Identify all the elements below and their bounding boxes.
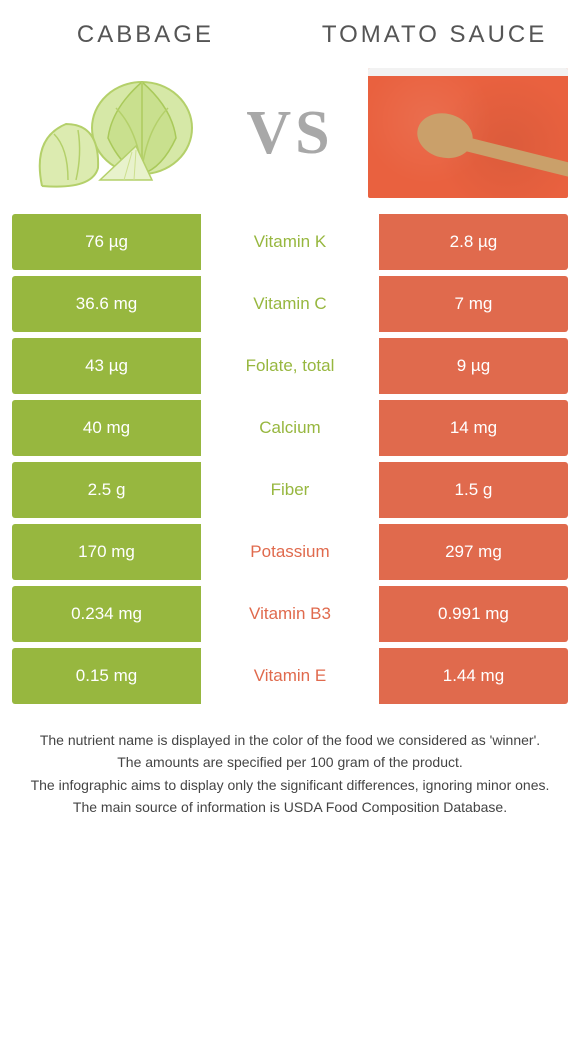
footer-line: The main source of information is USDA F… [30, 797, 550, 817]
infographic-container: CABBAGE TOMATO SAUCE VS 7 [0, 0, 580, 817]
nutrient-row: 0.15 mgVitamin E1.44 mg [12, 648, 568, 704]
right-title: TOMATO SAUCE [301, 20, 568, 50]
nutrient-name: Potassium [201, 524, 379, 580]
vs-label: VS [212, 98, 368, 169]
right-value: 2.8 µg [379, 214, 568, 270]
right-value: 1.5 g [379, 462, 568, 518]
nutrient-name: Vitamin E [201, 648, 379, 704]
left-value: 0.234 mg [12, 586, 201, 642]
nutrient-table: 76 µgVitamin K2.8 µg 36.6 mgVitamin C7 mg… [12, 214, 568, 704]
nutrient-name: Fiber [201, 462, 379, 518]
nutrient-name: Vitamin C [201, 276, 379, 332]
nutrient-name: Vitamin K [201, 214, 379, 270]
right-value: 14 mg [379, 400, 568, 456]
nutrient-row: 43 µgFolate, total9 µg [12, 338, 568, 394]
nutrient-row: 0.234 mgVitamin B30.991 mg [12, 586, 568, 642]
right-value: 7 mg [379, 276, 568, 332]
nutrient-row: 170 mgPotassium297 mg [12, 524, 568, 580]
footer-line: The amounts are specified per 100 gram o… [30, 752, 550, 772]
right-value: 0.991 mg [379, 586, 568, 642]
nutrient-row: 2.5 gFiber1.5 g [12, 462, 568, 518]
left-value: 36.6 mg [12, 276, 201, 332]
nutrient-name: Folate, total [201, 338, 379, 394]
hero-row: VS [12, 68, 568, 198]
footer-line: The nutrient name is displayed in the co… [30, 730, 550, 750]
nutrient-name: Vitamin B3 [201, 586, 379, 642]
left-value: 40 mg [12, 400, 201, 456]
left-value: 0.15 mg [12, 648, 201, 704]
left-value: 43 µg [12, 338, 201, 394]
footer-line: The infographic aims to display only the… [30, 775, 550, 795]
titles-row: CABBAGE TOMATO SAUCE [12, 20, 568, 50]
nutrient-row: 36.6 mgVitamin C7 mg [12, 276, 568, 332]
tomato-sauce-image [368, 68, 568, 198]
right-value: 297 mg [379, 524, 568, 580]
footer-notes: The nutrient name is displayed in the co… [12, 730, 568, 817]
right-value: 9 µg [379, 338, 568, 394]
cabbage-image [12, 68, 212, 198]
left-value: 170 mg [12, 524, 201, 580]
nutrient-row: 40 mgCalcium14 mg [12, 400, 568, 456]
left-value: 76 µg [12, 214, 201, 270]
nutrient-row: 76 µgVitamin K2.8 µg [12, 214, 568, 270]
right-value: 1.44 mg [379, 648, 568, 704]
nutrient-name: Calcium [201, 400, 379, 456]
left-title: CABBAGE [12, 20, 279, 50]
left-value: 2.5 g [12, 462, 201, 518]
